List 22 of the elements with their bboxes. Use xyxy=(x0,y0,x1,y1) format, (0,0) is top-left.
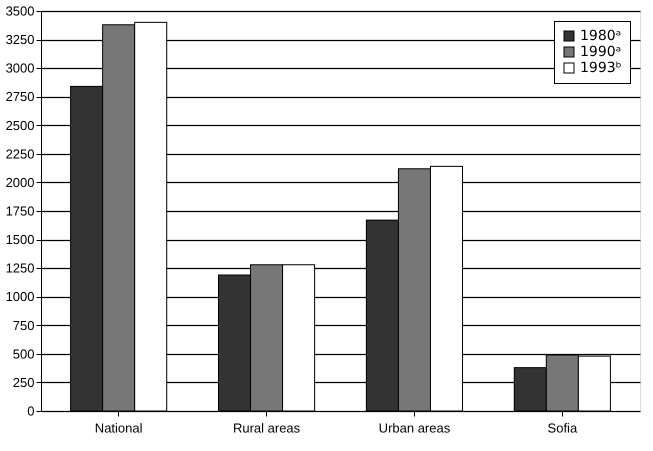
y-tick-label: 1500 xyxy=(6,232,34,248)
x-tick-label: Rural areas xyxy=(232,420,301,436)
y-tick-label: 1250 xyxy=(6,260,34,276)
y-tick-label: 2000 xyxy=(6,174,34,190)
x-tick-label: National xyxy=(94,420,143,436)
legend-label: 1980ᵃ xyxy=(580,28,622,44)
y-tick-label: 3250 xyxy=(6,32,34,48)
y-tick-label: 2750 xyxy=(6,89,34,104)
legend-label: 1990ᵃ xyxy=(580,44,622,60)
legend-label: 1993ᵇ xyxy=(580,60,622,76)
y-tick-label: 3000 xyxy=(6,60,34,76)
y-tick-label: 250 xyxy=(12,374,34,390)
y-tick-label: 3500 xyxy=(6,4,34,18)
y-tick-label: 2250 xyxy=(6,146,34,162)
x-tick-label: Urban areas xyxy=(378,420,451,436)
y-tick-label: 750 xyxy=(12,318,34,333)
x-tick-label: Sofia xyxy=(548,420,578,436)
y-tick-label: 1000 xyxy=(6,289,34,304)
y-tick-label: 2500 xyxy=(6,118,34,133)
y-tick-label: 500 xyxy=(12,346,34,362)
y-tick-label: 1750 xyxy=(6,204,34,218)
y-tick-label: 0 xyxy=(27,404,34,418)
